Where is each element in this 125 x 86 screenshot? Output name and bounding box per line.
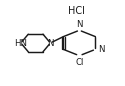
Text: HN: HN <box>14 39 27 47</box>
Text: N: N <box>47 39 54 47</box>
Text: Cl: Cl <box>75 58 84 67</box>
Text: N: N <box>98 45 104 54</box>
Text: HCl: HCl <box>68 6 85 16</box>
Text: N: N <box>76 20 83 29</box>
